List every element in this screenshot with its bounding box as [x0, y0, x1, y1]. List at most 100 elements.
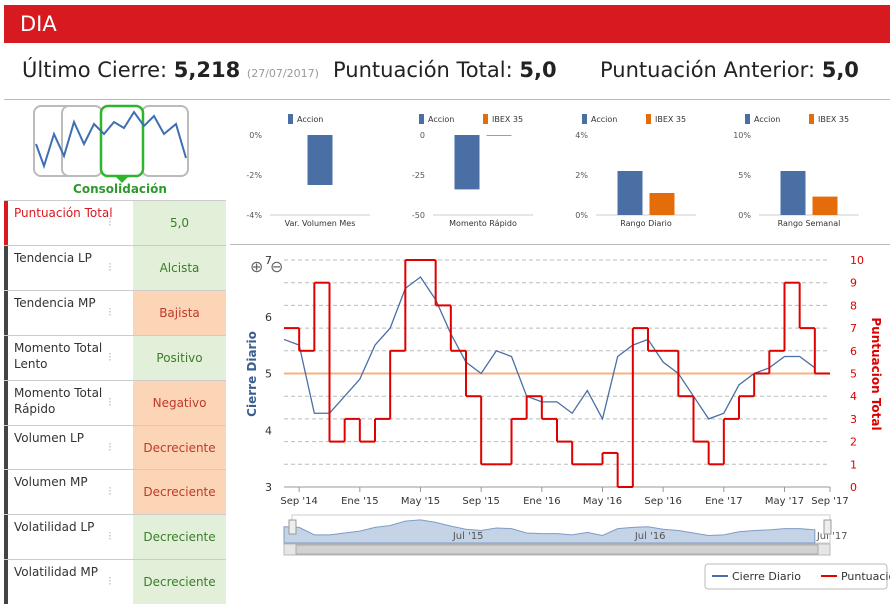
legend-swatch — [582, 114, 587, 124]
info-icon: ⁝ — [108, 215, 112, 229]
x-category-label: Var. Volumen Mes — [285, 219, 356, 228]
x-tick-label: Ene '15 — [341, 496, 378, 507]
score-row: Volumen LP ⁝ Decreciente — [4, 424, 226, 470]
label: Puntuación Anterior: — [600, 58, 816, 82]
score-value: Positivo — [133, 335, 226, 380]
legend-swatch — [483, 114, 488, 124]
y-tick-label: 4 — [265, 424, 272, 437]
score-label: Puntuación Total — [4, 201, 124, 245]
score-label: Momento Total Lento — [4, 335, 124, 380]
phase-sparkline — [35, 110, 187, 170]
score-label: Tendencia LP — [4, 245, 124, 290]
y-tick-label: -4% — [246, 211, 262, 220]
phase-label: Consolidación — [73, 182, 167, 196]
legend-swatch — [419, 114, 424, 124]
y-tick-label: -2% — [246, 171, 262, 180]
y-tick-label: 10% — [733, 131, 751, 140]
zoom-in[interactable]: ⊕ — [250, 257, 263, 276]
navigator-label: Jul '17 — [816, 531, 848, 542]
info-icon: ⁝ — [108, 259, 112, 274]
score-row: Volatilidad MP ⁝ Decreciente — [4, 559, 226, 604]
score-value: Bajista — [133, 290, 226, 335]
y-tick-label: 6 — [265, 311, 272, 324]
y2-tick-label: 10 — [850, 254, 864, 267]
x-tick-label: Sep '14 — [280, 496, 318, 507]
score-row: Tendencia MP ⁝ Bajista — [4, 289, 226, 335]
bar — [780, 171, 806, 215]
y-tick-label: 2% — [575, 171, 588, 180]
legend-label[interactable]: Cierre Diario — [732, 570, 801, 583]
y-tick-label: 5% — [738, 171, 751, 180]
label: Puntuación Total: — [333, 58, 513, 82]
navigator-handle[interactable] — [823, 519, 832, 535]
last-close: Último Cierre: 5,218 (27/07/2017) — [22, 58, 319, 82]
scrollbar-thumb[interactable] — [295, 544, 819, 555]
info-icon: ⁝ — [108, 394, 112, 409]
y-tick-label: 3 — [265, 481, 272, 494]
y2-tick-label: 1 — [850, 458, 857, 471]
x-tick-label: May '17 — [765, 496, 804, 507]
legend-label: Accion — [754, 115, 780, 124]
navigator-label: Jul '16 — [634, 531, 666, 542]
legend-box — [704, 563, 888, 590]
bar — [649, 193, 675, 215]
total-score: Puntuación Total: 5,0 — [333, 58, 557, 82]
x-category-label: Momento Rápido — [449, 219, 517, 228]
y-tick-label: 5 — [265, 368, 272, 381]
score-value: Decreciente — [133, 470, 226, 515]
legend-swatch — [809, 114, 814, 124]
legend-label[interactable]: Puntuación — [841, 570, 890, 583]
bar — [454, 135, 480, 190]
score-row: Momento Total Rápido ⁝ Negativo — [4, 379, 226, 425]
bar — [307, 135, 333, 185]
y2-tick-label: 3 — [850, 413, 857, 426]
y-tick-label: 7 — [265, 254, 272, 267]
score-label: Volumen LP — [4, 425, 124, 470]
y2-tick-label: 4 — [850, 390, 857, 403]
navigator-area — [283, 519, 816, 544]
y-axis-title: Cierre Diario — [245, 331, 259, 417]
x-category-label: Rango Diario — [620, 219, 672, 228]
info-icon: ⁝ — [108, 484, 112, 499]
score-row: Puntuación Total ⁝ 5,0 — [4, 200, 226, 245]
legend-label: IBEX 35 — [655, 115, 686, 124]
score-label: Volumen MP — [4, 470, 124, 515]
phase-widget: Consolidación — [33, 104, 189, 196]
info-icon: ⁝ — [108, 529, 112, 544]
y-tick-label: 0% — [249, 131, 262, 140]
info-icon: ⁝ — [108, 574, 112, 589]
legend-swatch — [646, 114, 651, 124]
x-category-label: Rango Semanal — [778, 219, 841, 228]
score-value: Negativo — [133, 380, 226, 425]
score-value: Decreciente — [133, 425, 226, 470]
y-tick-label: 0% — [575, 211, 588, 220]
score-label: Momento Total Rápido — [4, 380, 124, 425]
y-tick-label: -50 — [412, 211, 425, 220]
score-label: Volatilidad MP — [4, 560, 124, 604]
navigator-handle[interactable] — [288, 519, 297, 535]
info-icon: ⁝ — [108, 304, 112, 319]
info-icon: ⁝ — [108, 439, 112, 454]
score-row: Momento Total Lento ⁝ Positivo — [4, 334, 226, 380]
score-label: Tendencia MP — [4, 290, 124, 335]
legend-label: Accion — [591, 115, 617, 124]
value: 5,0 — [821, 58, 859, 82]
legend-swatch — [288, 114, 293, 124]
score-label: Volatilidad LP — [4, 515, 124, 560]
bar — [812, 196, 838, 215]
y2-tick-label: 2 — [850, 436, 857, 449]
x-tick-label: Sep '16 — [644, 496, 682, 507]
divider — [230, 244, 890, 245]
y2-tick-label: 9 — [850, 277, 857, 290]
phase-pointer — [115, 176, 129, 183]
x-tick-label: May '16 — [583, 496, 622, 507]
value: 5,0 — [519, 58, 557, 82]
bar — [617, 171, 643, 215]
legend-label: Accion — [428, 115, 454, 124]
close-line — [283, 276, 816, 421]
info-icon: ⁝ — [108, 349, 112, 364]
previous-score: Puntuación Anterior: 5,0 — [600, 58, 859, 82]
zoom-out[interactable]: ⊖ — [270, 257, 283, 276]
